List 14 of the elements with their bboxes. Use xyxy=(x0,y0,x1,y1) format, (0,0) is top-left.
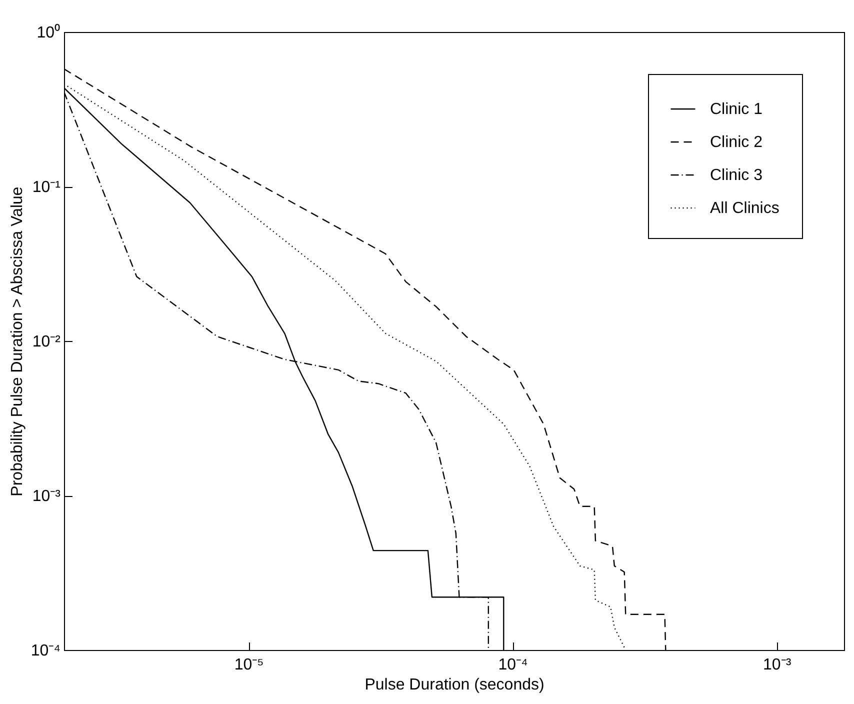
y-tick-label: 10⁻⁴ xyxy=(30,642,61,660)
x-axis-title: Pulse Duration (seconds) xyxy=(364,676,544,694)
y-axis-title: Probability Pulse Duration > Abscissa Value xyxy=(8,186,26,496)
x-tick-label: 10⁻³ xyxy=(763,656,792,674)
y-tick-label: 10⁻² xyxy=(32,334,62,350)
legend-label: All Clinics xyxy=(710,200,780,217)
y-tick-label: 10⁻³ xyxy=(32,488,62,505)
y-tick-label: 10⁻¹ xyxy=(32,179,60,196)
legend-label: Clinic 1 xyxy=(710,101,763,118)
y-tick-label: 10⁰ xyxy=(36,24,60,42)
x-tick-label: 10⁻⁴ xyxy=(498,656,528,674)
x-tick-label: 10⁻⁵ xyxy=(234,656,264,674)
legend-label: Clinic 3 xyxy=(710,167,763,184)
legend-label: Clinic 2 xyxy=(710,134,763,151)
